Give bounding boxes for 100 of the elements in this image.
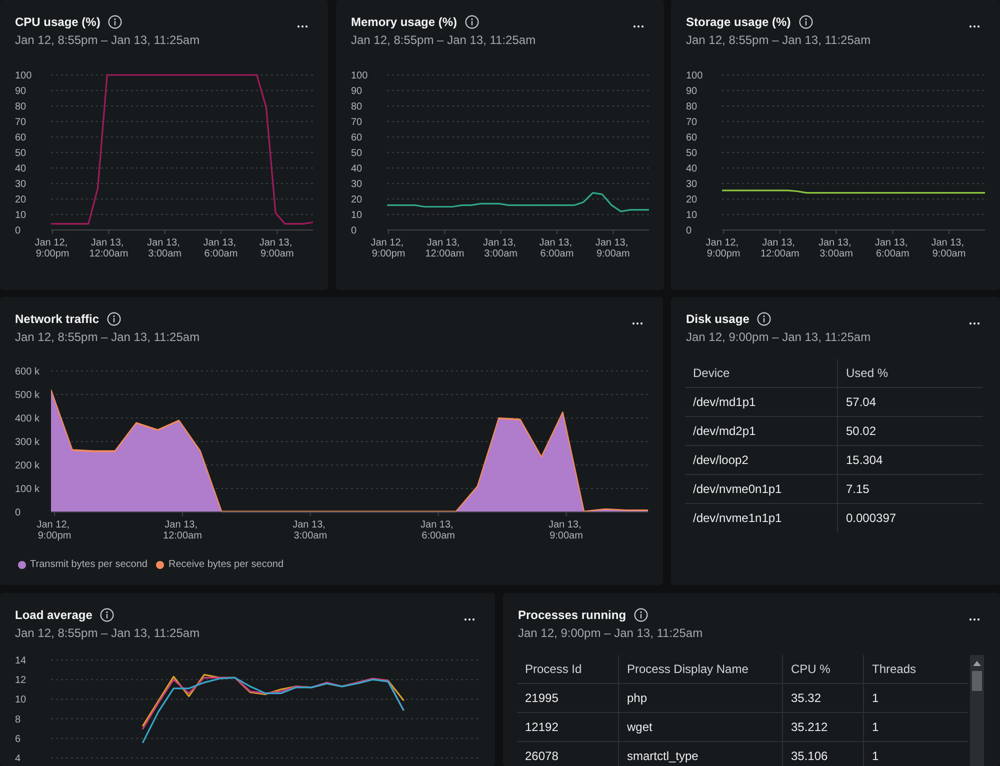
y-tick-label: 100 bbox=[351, 70, 368, 82]
chart-subtitle: Jan 12, 8:55pm – Jan 13, 11:25am bbox=[686, 33, 871, 47]
text: smartctl_type bbox=[627, 749, 698, 763]
text: php bbox=[627, 691, 648, 705]
y-tick-label: 100 bbox=[686, 70, 704, 82]
y-tick-label: 20 bbox=[351, 194, 363, 206]
y-tick-label: 10 bbox=[351, 210, 363, 221]
chart-title: Network traffic bbox=[15, 311, 100, 327]
y-tick-label: 30 bbox=[686, 179, 698, 190]
y-tick-label: 50 bbox=[15, 148, 27, 159]
x-tick-label: Jan 13, 3:00am bbox=[818, 238, 854, 260]
x-tick-label: Jan 13, 12:00am bbox=[89, 238, 128, 260]
chart-title: Memory usage (%) bbox=[351, 14, 458, 30]
y-tick-label: 70 bbox=[686, 117, 698, 128]
legend-label: Transmit bytes per second bbox=[30, 558, 148, 572]
y-tick-label: 0 bbox=[686, 226, 692, 236]
y-tick-label: 90 bbox=[15, 86, 27, 97]
line-series bbox=[51, 74, 313, 225]
y-tick-label: 40 bbox=[351, 164, 363, 174]
y-tick-label: 40 bbox=[686, 164, 698, 174]
y-tick-label: 10 bbox=[686, 210, 698, 221]
x-tick-label: Jan 13, 12:00am bbox=[760, 238, 800, 260]
y-tick-label: 400 k bbox=[15, 414, 40, 424]
y-tick-label: 20 bbox=[686, 194, 698, 206]
data-label: 0.000397 bbox=[846, 511, 896, 525]
y-tick-label: 100 k bbox=[15, 484, 40, 495]
category-label: /dev/nvme0n1p1 bbox=[693, 482, 782, 496]
y-tick-label: 8 bbox=[15, 714, 21, 726]
category-label: /dev/md2p1 bbox=[693, 424, 756, 438]
data-label: 15.304 bbox=[846, 453, 883, 467]
text: 35.106 bbox=[791, 749, 828, 763]
y-tick-label: 80 bbox=[15, 102, 27, 112]
text: Disk usage bbox=[686, 311, 750, 327]
y-tick-label: 100 bbox=[15, 70, 32, 82]
text: wget bbox=[627, 720, 652, 734]
x-tick-label: Jan 13, 9:00am bbox=[931, 238, 967, 260]
data-label: 7.15 bbox=[846, 482, 870, 496]
chart-title: Load average bbox=[15, 607, 92, 623]
category-label: /dev/nvme1n1p1 bbox=[693, 511, 782, 525]
y-tick-label: 60 bbox=[15, 132, 27, 144]
x-tick-label: Jan 13, 3:00am bbox=[483, 238, 519, 260]
y-tick-label: 60 bbox=[351, 132, 363, 144]
x-tick-label: Jan 13, 12:00am bbox=[163, 520, 202, 542]
text: Jan 12, 9:00pm – Jan 13, 11:25am bbox=[686, 330, 871, 344]
y-tick-label: 60 bbox=[686, 132, 698, 144]
chart-subtitle: Jan 12, 8:55pm – Jan 13, 11:25am bbox=[351, 33, 536, 47]
chart-subtitle: Jan 12, 8:55pm – Jan 13, 11:25am bbox=[15, 330, 200, 344]
y-tick-label: 70 bbox=[15, 117, 27, 128]
category-label: /dev/loop2 bbox=[693, 453, 748, 467]
x-tick-label: Jan 13, 9:00am bbox=[259, 238, 295, 260]
text: 21995 bbox=[525, 691, 558, 705]
x-tick-label: Jan 12, 9:00pm bbox=[36, 520, 72, 542]
category-label: Process Display Name bbox=[627, 662, 748, 676]
chart-subtitle: Jan 12, 8:55pm – Jan 13, 11:25am bbox=[15, 33, 200, 47]
text: Used % bbox=[846, 366, 888, 380]
data-label: 57.04 bbox=[846, 395, 876, 409]
y-tick-label: 30 bbox=[351, 179, 363, 190]
data-label: 50.02 bbox=[846, 424, 876, 438]
line-series bbox=[142, 676, 404, 744]
category-label: CPU % bbox=[791, 662, 830, 676]
y-tick-label: 80 bbox=[351, 102, 363, 112]
chart-title: Storage usage (%) bbox=[686, 14, 791, 30]
chart-title: CPU usage (%) bbox=[15, 14, 100, 30]
text: Device bbox=[693, 366, 730, 380]
category-label: Threads bbox=[872, 662, 916, 676]
y-tick-label: 14 bbox=[15, 656, 27, 666]
text: 35.32 bbox=[791, 691, 822, 705]
y-tick-label: 600 k bbox=[15, 366, 40, 378]
x-tick-label: Jan 13, 6:00am bbox=[874, 238, 910, 260]
y-tick-label: 50 bbox=[686, 148, 698, 159]
y-tick-label: 12 bbox=[15, 675, 27, 686]
y-tick-label: 70 bbox=[351, 117, 363, 128]
y-tick-label: 0 bbox=[15, 508, 21, 518]
y-tick-label: 6 bbox=[15, 734, 21, 745]
y-tick-label: 200 k bbox=[15, 460, 40, 472]
x-tick-label: Jan 12, 9:00pm bbox=[370, 238, 406, 260]
text: 12192 bbox=[525, 720, 558, 734]
x-tick-label: Jan 13, 9:00am bbox=[595, 238, 631, 260]
y-tick-label: 30 bbox=[15, 179, 27, 190]
x-tick-label: Jan 13, 12:00am bbox=[425, 238, 464, 260]
x-tick-label: Jan 13, 3:00am bbox=[147, 238, 183, 260]
text: 1 bbox=[872, 749, 879, 763]
category-label: /dev/md1p1 bbox=[693, 395, 756, 409]
line-series bbox=[387, 192, 649, 212]
y-tick-label: 20 bbox=[15, 194, 27, 206]
text: Jan 12, 9:00pm – Jan 13, 11:25am bbox=[518, 626, 703, 640]
chart-subtitle: Jan 12, 8:55pm – Jan 13, 11:25am bbox=[15, 626, 200, 640]
y-tick-label: 10 bbox=[15, 694, 27, 706]
y-tick-label: 50 bbox=[351, 148, 363, 159]
x-tick-label: Jan 13, 3:00am bbox=[292, 520, 328, 542]
y-tick-label: 10 bbox=[15, 210, 27, 221]
y-tick-label: 90 bbox=[351, 86, 363, 97]
y-tick-label: 90 bbox=[686, 86, 698, 97]
y-tick-label: 40 bbox=[15, 164, 27, 174]
category-label: Process Id bbox=[525, 662, 582, 676]
x-tick-label: Jan 13, 9:00am bbox=[548, 520, 584, 542]
legend-label: Receive bytes per second bbox=[168, 558, 284, 572]
text: 1 bbox=[872, 720, 879, 734]
y-tick-label: 500 k bbox=[15, 390, 40, 401]
text: 1 bbox=[872, 691, 879, 705]
